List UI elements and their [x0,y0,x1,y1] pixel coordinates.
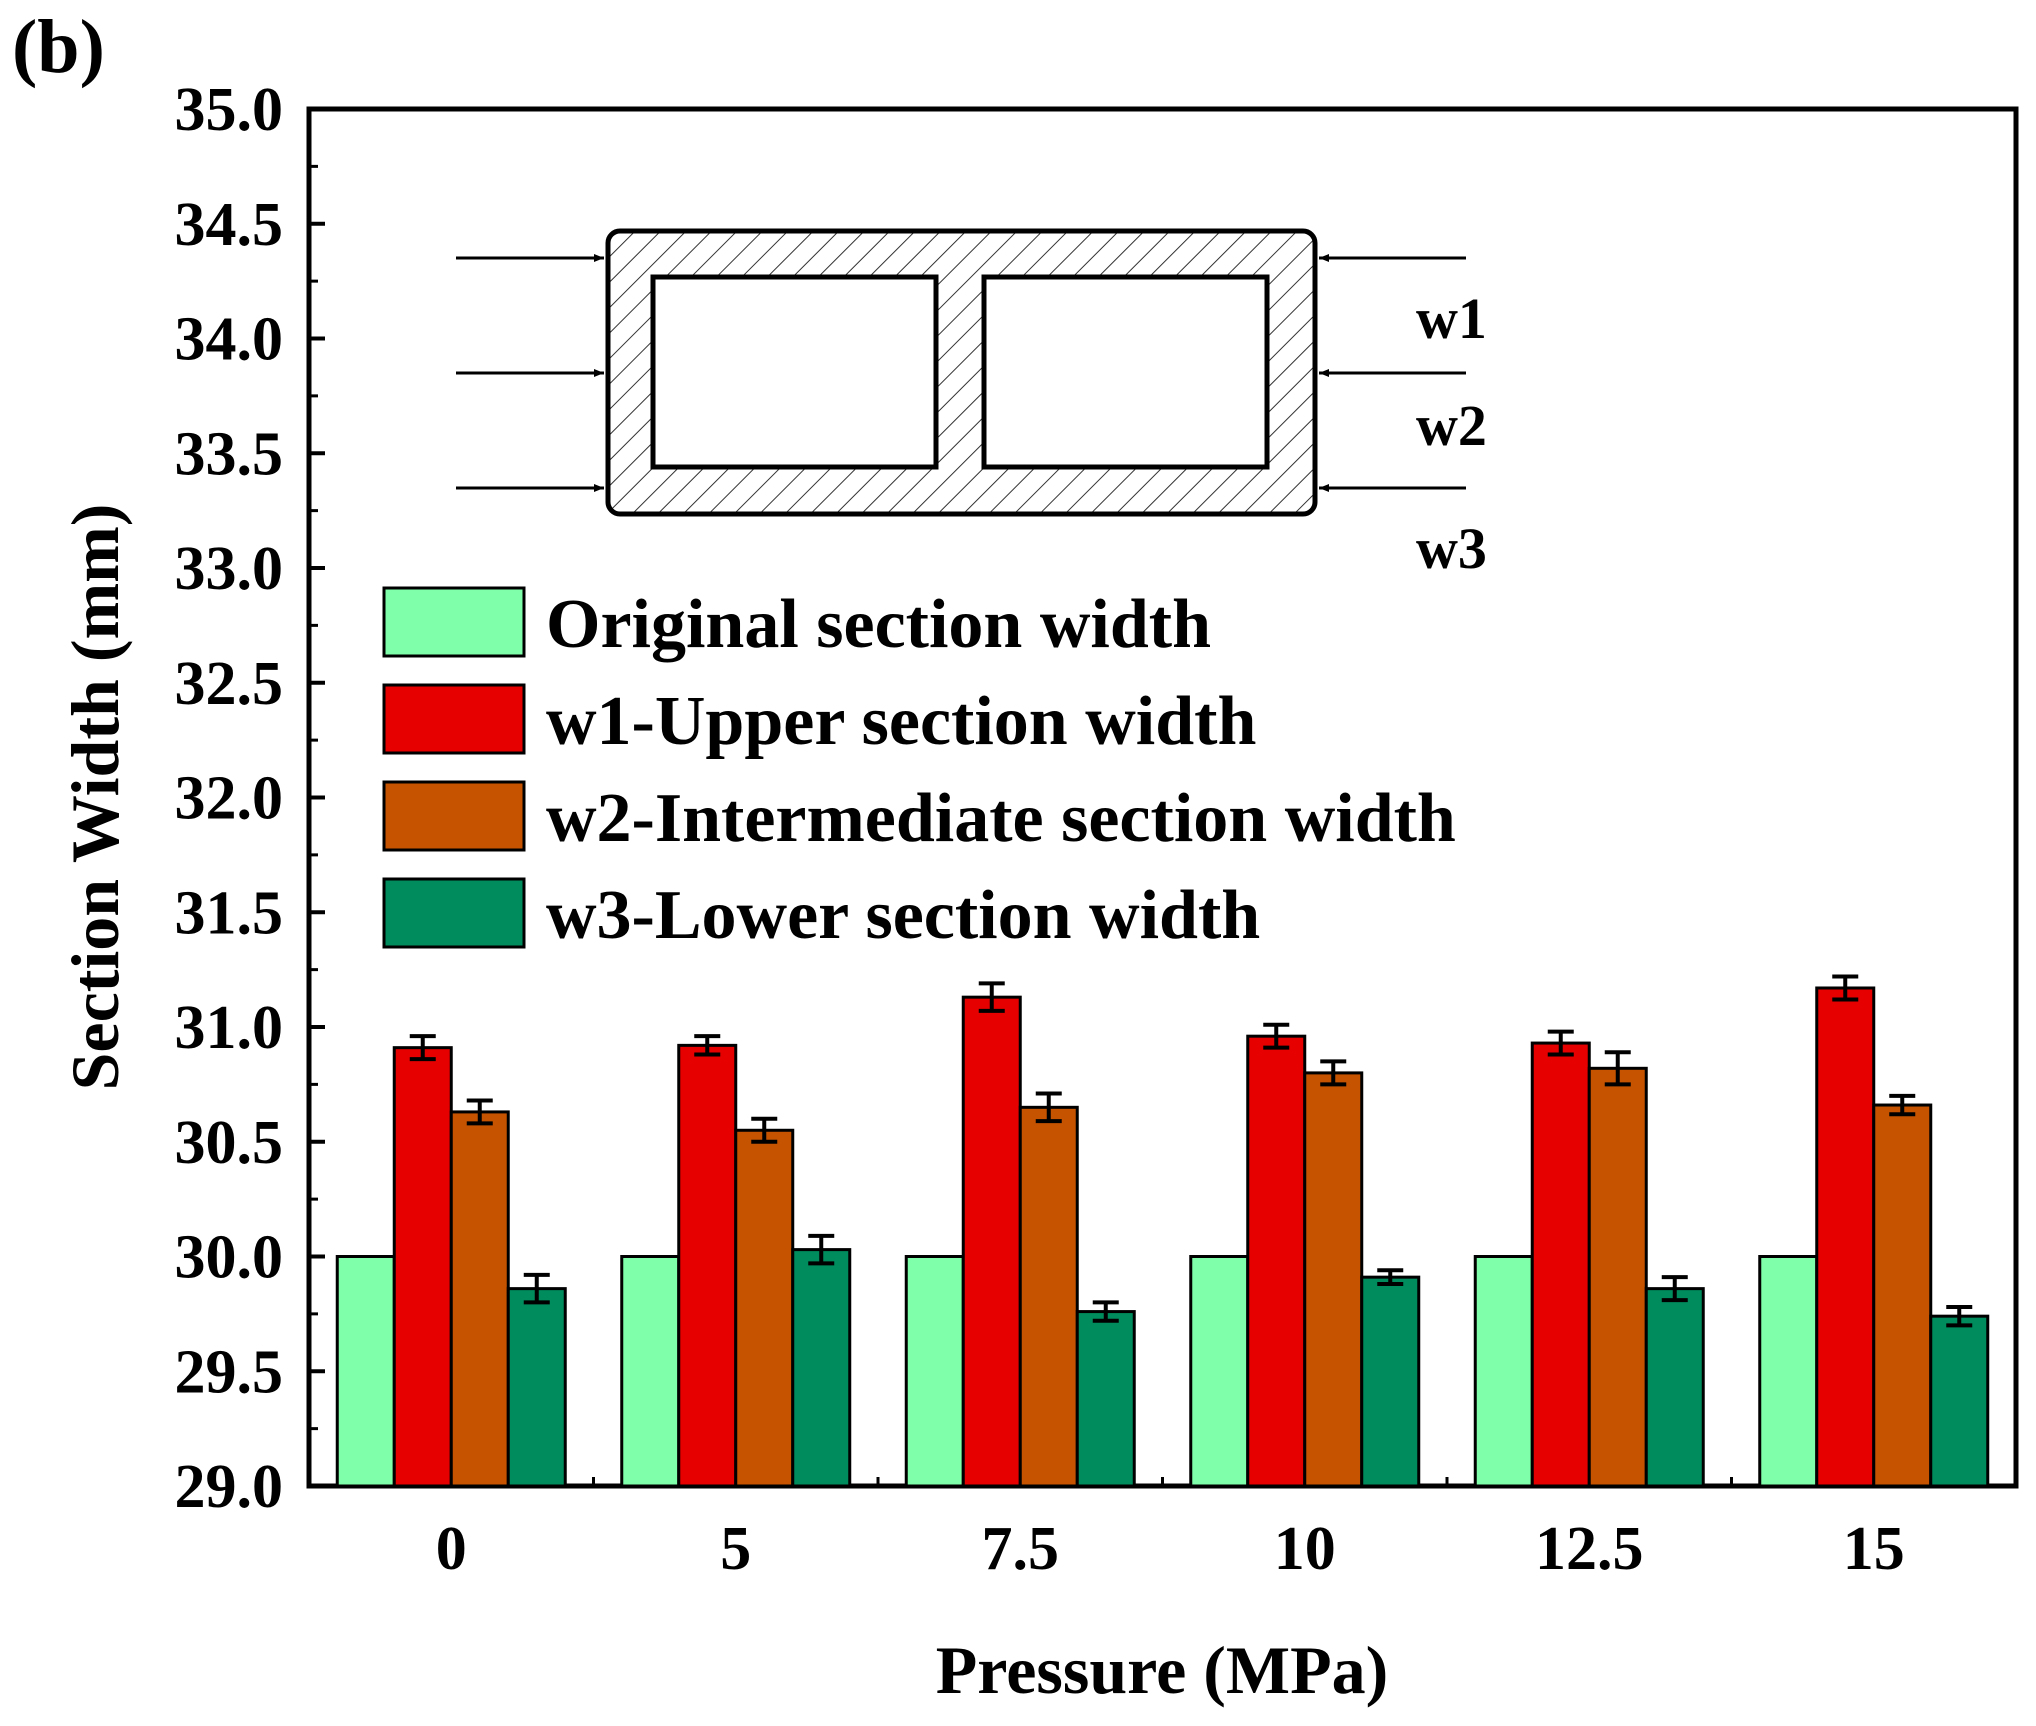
bar-w2-10 [1303,1071,1364,1488]
bar-w3-5 [791,1248,852,1488]
bar-original-7.5 [904,1255,965,1488]
legend: Original section width w1-Upper section w… [382,586,1456,954]
y-tick-label: 33.0 [175,535,284,603]
x-tick-label: 15 [1843,1515,1905,1583]
x-tick-label: 5 [720,1515,751,1583]
y-axis-title: Section Width (mm) [57,504,133,1091]
bar-w2-12.5 [1587,1066,1648,1488]
bar-w1-10 [1246,1034,1307,1488]
bar-w3-12.5 [1644,1287,1705,1488]
x-axis-title: Pressure (MPa) [936,1632,1389,1708]
y-tick-label: 31.5 [175,879,284,947]
x-tick-label: 7.5 [982,1515,1060,1583]
section-cavity-left [650,274,939,470]
error-bar-w1-7.5 [978,981,1005,1013]
y-tick-label: 35.0 [175,76,284,144]
y-tick-label: 32.5 [175,650,284,718]
cross-section-diagram: w1 w2 w3 [456,228,1487,581]
error-bar-w2-12.5 [1604,1050,1631,1087]
legend-swatch-w1 [382,683,526,755]
bar-w1-15 [1815,986,1876,1488]
y-tick-label: 34.0 [175,306,284,374]
bar-w2-15 [1872,1103,1933,1488]
error-bar-w1-0 [409,1034,436,1062]
bar-original-10 [1189,1255,1250,1488]
y-tick-label: 30.0 [175,1224,284,1292]
inset-label-w1: w1 [1416,286,1487,351]
legend-label-w3: w3-Lower section width [546,877,1260,954]
legend-swatch-original [382,586,526,658]
error-bar-w2-0 [466,1098,493,1126]
legend-swatch-w2 [382,780,526,852]
bar-series-group [335,986,1990,1488]
error-bar-w1-15 [1832,974,1859,1002]
error-bar-group [409,974,1973,1328]
y-tick-label: 29.5 [175,1338,284,1406]
bar-original-5 [620,1255,681,1488]
y-tick-label: 33.5 [175,420,284,488]
error-bar-w1-10 [1263,1022,1290,1050]
bar-w3-10 [1360,1275,1421,1488]
y-tick-label: 31.0 [175,994,284,1062]
error-bar-w2-5 [751,1116,778,1144]
error-bar-w1-5 [694,1034,721,1057]
error-bar-w3-5 [808,1233,835,1266]
x-axis: 0 5 7.5 10 12.5 15 [436,1470,1905,1583]
bar-original-12.5 [1473,1255,1534,1488]
bar-w1-7.5 [961,995,1022,1488]
x-tick-label: 12.5 [1535,1515,1644,1583]
inset-label-w3: w3 [1416,516,1487,581]
bar-original-15 [1758,1255,1819,1488]
y-tick-label: 30.5 [175,1109,284,1177]
bar-w1-12.5 [1530,1041,1591,1488]
error-bar-w3-15 [1946,1304,1973,1328]
bar-w2-5 [734,1128,795,1488]
legend-label-original: Original section width [546,586,1211,663]
bar-w3-0 [506,1287,567,1488]
bar-original-0 [335,1255,396,1488]
x-tick-label: 0 [436,1515,467,1583]
error-bar-w2-15 [1889,1093,1916,1117]
error-bar-w2-10 [1320,1059,1347,1087]
error-bar-w3-7.5 [1092,1300,1119,1323]
inset-label-w2: w2 [1416,393,1487,458]
bar-w2-0 [449,1110,510,1488]
bar-w2-7.5 [1018,1105,1079,1488]
legend-label-w1: w1-Upper section width [546,683,1256,760]
legend-label-w2: w2-Intermediate section width [546,780,1456,857]
bar-w3-15 [1929,1314,1990,1488]
y-tick-label: 29.0 [175,1453,284,1521]
error-bar-w1-12.5 [1547,1029,1574,1057]
legend-swatch-w3 [382,877,526,949]
bar-w1-5 [677,1043,738,1488]
y-tick-label: 34.5 [175,191,284,259]
panel-label: (b) [12,5,105,89]
y-tick-label: 32.0 [175,765,284,833]
bar-w3-7.5 [1075,1310,1136,1488]
error-bar-w3-0 [523,1272,550,1305]
bar-w1-0 [392,1046,453,1488]
error-bar-w3-10 [1377,1268,1404,1287]
y-axis: 29.0 29.5 30.0 30.5 31.0 31.5 32.0 32.5 33.0 33.5… [175,76,325,1521]
error-bar-w2-7.5 [1035,1091,1062,1124]
x-tick-label: 10 [1274,1515,1336,1583]
error-bar-w3-12.5 [1661,1275,1688,1303]
section-cavity-right [981,274,1270,470]
